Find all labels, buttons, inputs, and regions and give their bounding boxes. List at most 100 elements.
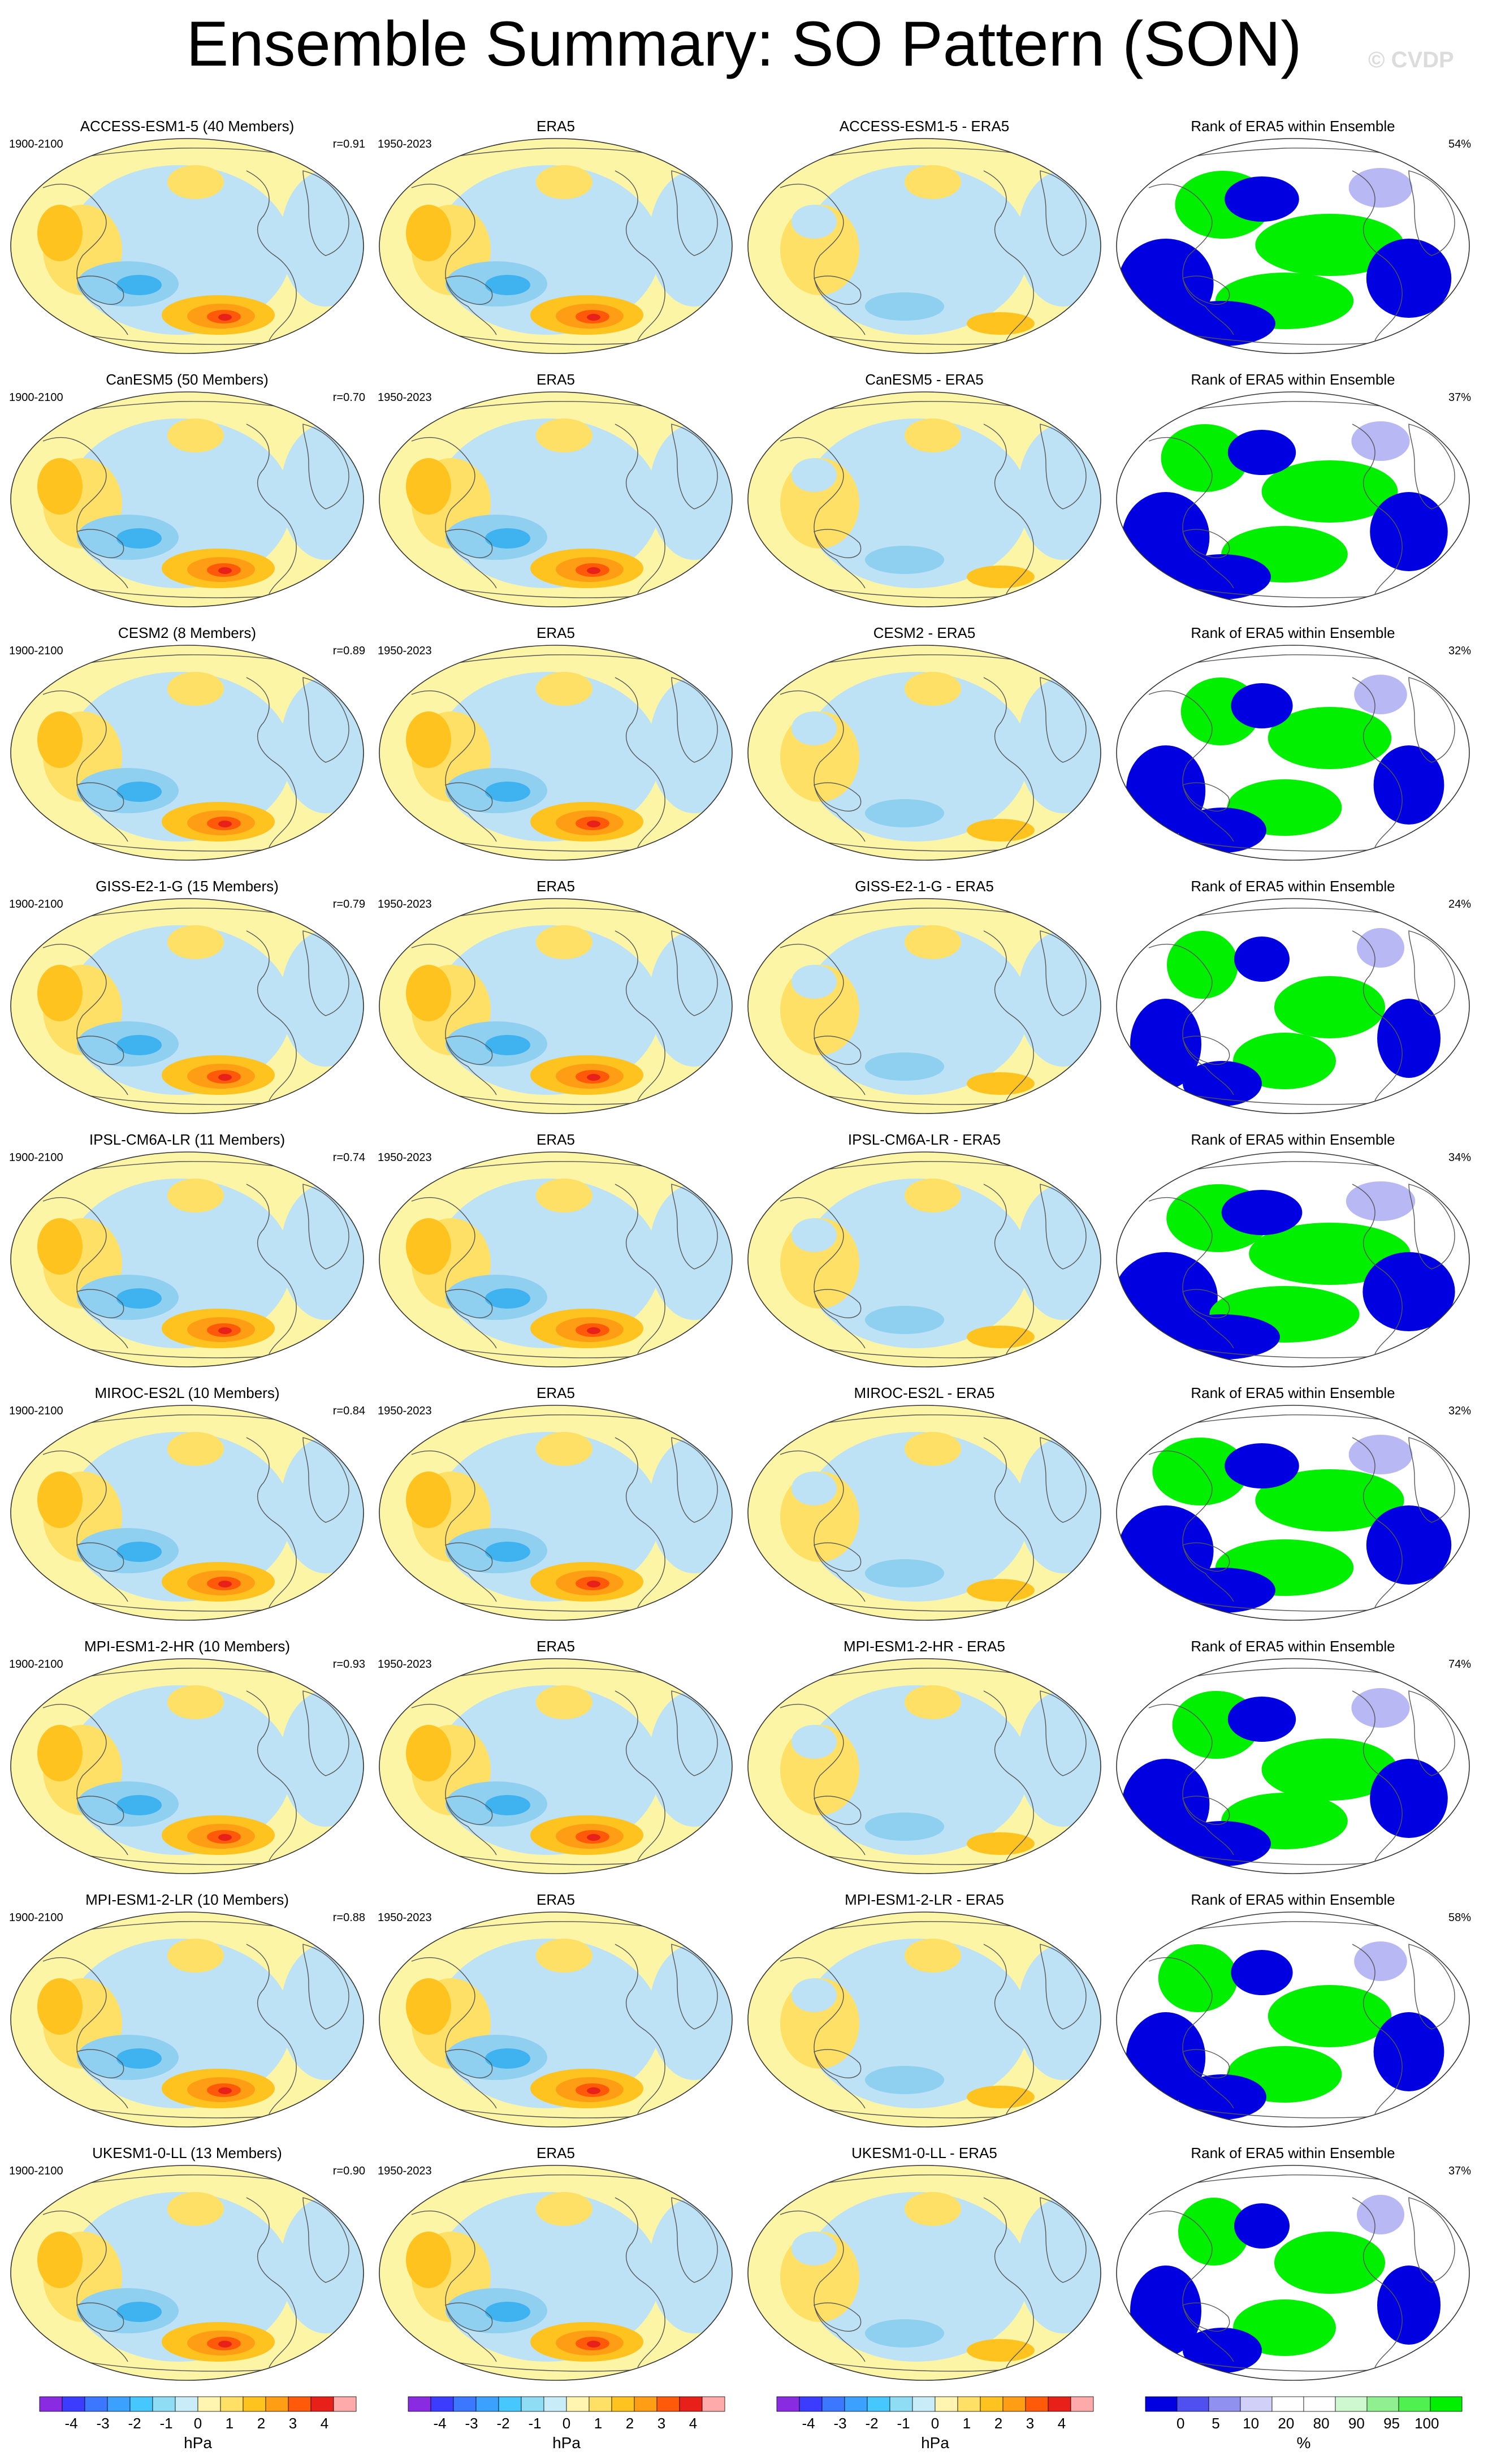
diff-panel: UKESM1-0-LL - ERA5 xyxy=(746,2144,1102,2382)
rank-panel: Rank of ERA5 within Ensemble 32% xyxy=(1115,1384,1471,1622)
rank-percent-label: 32% xyxy=(1448,645,1471,657)
model-map xyxy=(10,1911,364,2128)
colorbar-swatch xyxy=(84,2396,108,2412)
obs-map-container xyxy=(378,897,734,1115)
period-label: 1900-2100 xyxy=(9,2165,63,2177)
colorbar-swatch xyxy=(867,2396,890,2412)
period-label: 1950-2023 xyxy=(378,2165,432,2177)
colorbar-swatch xyxy=(1398,2396,1431,2412)
obs-panel: ERA5 1950-2023 xyxy=(378,371,734,609)
obs-panel-title: ERA5 xyxy=(537,371,575,388)
diff-map xyxy=(747,1151,1101,1367)
rank-panel-title: Rank of ERA5 within Ensemble xyxy=(1191,878,1395,895)
obs-map-container xyxy=(378,390,734,609)
colorbar-swatch xyxy=(1430,2396,1463,2412)
colorbar-tick-label: -2 xyxy=(128,2415,141,2432)
rank-map xyxy=(1116,1405,1470,1621)
diff-panel: MIROC-ES2L - ERA5 xyxy=(746,1384,1102,1622)
rank-panel: Rank of ERA5 within Ensemble 37% xyxy=(1115,371,1471,609)
model-panel-title: IPSL-CM6A-LR (11 Members) xyxy=(89,1131,286,1148)
model-map-container xyxy=(9,1404,365,1622)
model-map-container xyxy=(9,897,365,1115)
colorbar-swatch xyxy=(912,2396,936,2412)
model-map-container xyxy=(9,1150,365,1369)
model-map-container xyxy=(9,1657,365,1875)
diff-panel-title: MIROC-ES2L - ERA5 xyxy=(854,1384,995,1401)
colorbar-tick-label: 1 xyxy=(963,2415,971,2432)
rank-panel-title: Rank of ERA5 within Ensemble xyxy=(1191,2144,1395,2161)
obs-map-container xyxy=(378,1657,734,1875)
diff-map xyxy=(747,138,1101,354)
colorbar-tick-label: 80 xyxy=(1313,2415,1330,2432)
period-label: 1900-2100 xyxy=(9,1405,63,1417)
colorbar-tick-label: 4 xyxy=(321,2415,328,2432)
model-panel-title: ACCESS-ESM1-5 (40 Members) xyxy=(80,118,295,135)
rank-percent-label: 54% xyxy=(1448,138,1471,150)
period-label: 1900-2100 xyxy=(9,645,63,657)
diff-map xyxy=(747,2165,1101,2381)
colorbar-tick-label: 4 xyxy=(689,2415,697,2432)
correlation-label: r=0.91 xyxy=(332,138,365,150)
diff-map-container xyxy=(746,137,1102,355)
correlation-label: r=0.79 xyxy=(332,898,365,910)
colorbar-tick-label: 2 xyxy=(257,2415,265,2432)
period-label: 1950-2023 xyxy=(378,1658,432,1671)
colorbar-rank: 0 5 10 20 80 90 95 100 % xyxy=(1134,2394,1473,2457)
correlation-label: r=0.84 xyxy=(332,1405,365,1417)
colorbar-swatch xyxy=(1366,2396,1399,2412)
colorbar-tick-label: 20 xyxy=(1278,2415,1294,2432)
rank-panel-title: Rank of ERA5 within Ensemble xyxy=(1191,118,1395,135)
colorbar-tick-label: 100 xyxy=(1415,2415,1439,2432)
model-panel: IPSL-CM6A-LR (11 Members) 1900-2100 r=0.74 xyxy=(9,1131,365,1369)
colorbar-tick-label: -3 xyxy=(833,2415,846,2432)
diff-map-container xyxy=(746,897,1102,1115)
model-map xyxy=(10,898,364,1114)
colorbar-tick-label: 0 xyxy=(931,2415,939,2432)
colorbar-tick-label: -1 xyxy=(528,2415,541,2432)
obs-panel-title: ERA5 xyxy=(537,878,575,895)
colorbar-rank-unit: % xyxy=(1296,2434,1311,2452)
colorbar-swatch xyxy=(634,2396,658,2412)
diff-panel-title: UKESM1-0-LL - ERA5 xyxy=(851,2144,997,2161)
correlation-label: r=0.89 xyxy=(332,645,365,657)
obs-map-container xyxy=(378,2164,734,2382)
obs-panel: ERA5 1950-2023 xyxy=(378,2144,734,2382)
rank-percent-label: 74% xyxy=(1448,1658,1471,1671)
colorbar-hpa-2-scale: -4 -3 -2 -1 0 1 2 3 4 xyxy=(408,2396,725,2432)
diff-panel-title: GISS-E2-1-G - ERA5 xyxy=(855,878,994,895)
diff-panel-title: ACCESS-ESM1-5 - ERA5 xyxy=(839,118,1010,135)
model-map xyxy=(10,2165,364,2381)
colorbar-hpa-1-scale: -4 -3 -2 -1 0 1 2 3 4 xyxy=(39,2396,357,2432)
colorbar-swatch xyxy=(129,2396,153,2412)
period-label: 1900-2100 xyxy=(9,138,63,150)
diff-map-container xyxy=(746,1910,1102,2129)
rank-map-container xyxy=(1115,644,1471,862)
colorbar-tick-label: -1 xyxy=(897,2415,910,2432)
rank-panel: Rank of ERA5 within Ensemble 74% xyxy=(1115,1638,1471,1875)
rank-panel-title: Rank of ERA5 within Ensemble xyxy=(1191,1638,1395,1655)
period-label: 1900-2100 xyxy=(9,1658,63,1671)
model-panel: CESM2 (8 Members) 1900-2100 r=0.89 xyxy=(9,624,365,862)
colorbar-tick-label: 5 xyxy=(1212,2415,1219,2432)
diff-panel: GISS-E2-1-G - ERA5 xyxy=(746,878,1102,1115)
colorbar-hpa-2-unit: hPa xyxy=(552,2434,581,2452)
main-title: Ensemble Summary: SO Pattern (SON) xyxy=(186,8,1302,79)
diff-panel-title: MPI-ESM1-2-HR - ERA5 xyxy=(843,1638,1006,1655)
obs-panel: ERA5 1950-2023 xyxy=(378,1638,734,1875)
rank-panel-title: Rank of ERA5 within Ensemble xyxy=(1191,1131,1395,1148)
colorbar-tick-label: -4 xyxy=(64,2415,77,2432)
colorbar-swatch xyxy=(475,2396,499,2412)
rank-panel-title: Rank of ERA5 within Ensemble xyxy=(1191,1891,1395,1908)
obs-map-container xyxy=(378,1404,734,1622)
colorbar-hpa-3-scale: -4 -3 -2 -1 0 1 2 3 4 xyxy=(776,2396,1094,2432)
colorbar-tick-label: 2 xyxy=(626,2415,634,2432)
colorbar-hpa-3-unit: hPa xyxy=(921,2434,949,2452)
colorbar-tick-label: 90 xyxy=(1348,2415,1365,2432)
colorbar-swatch xyxy=(776,2396,800,2412)
rank-panel: Rank of ERA5 within Ensemble 54% xyxy=(1115,118,1471,355)
period-label: 1950-2023 xyxy=(378,1151,432,1164)
obs-map xyxy=(379,2165,733,2381)
obs-map xyxy=(379,1405,733,1621)
model-map xyxy=(10,391,364,607)
colorbar-swatch xyxy=(679,2396,703,2412)
